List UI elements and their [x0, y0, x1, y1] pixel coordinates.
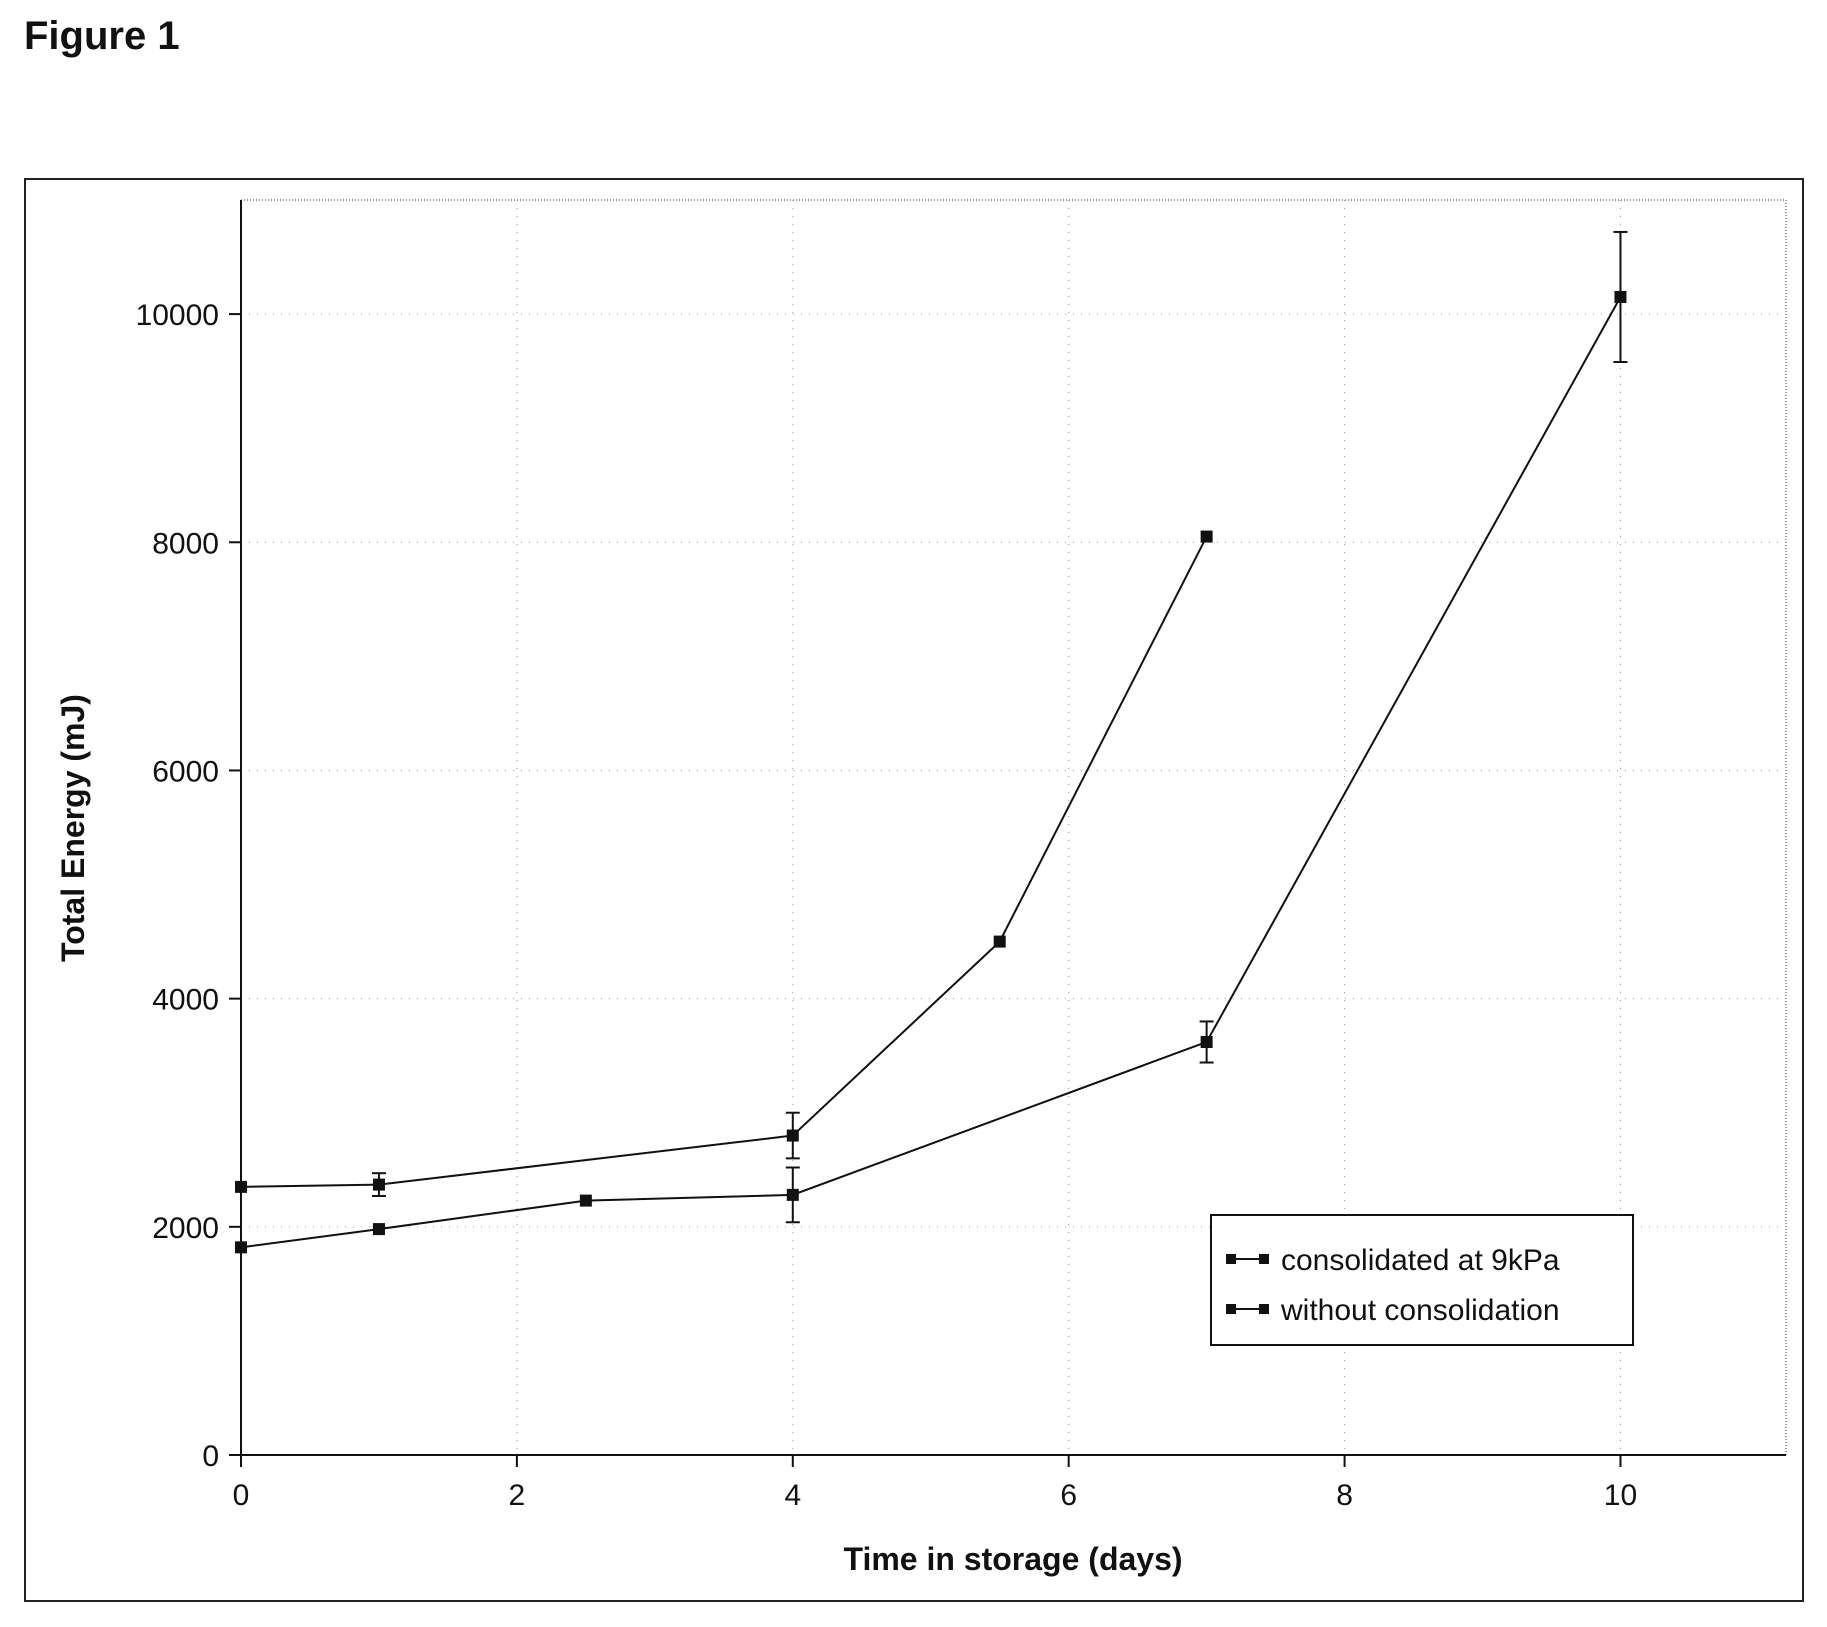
x-tick-label: 10 — [1604, 1479, 1637, 1512]
data-point — [372, 1223, 385, 1236]
x-tick-label: 4 — [784, 1479, 801, 1512]
series-layer — [235, 230, 1628, 1254]
plot-area: 0 2 4 6 8 10 0 2000 4000 6000 8000 10000 — [136, 199, 1787, 1512]
legend-marker-icon — [1259, 1304, 1269, 1314]
data-point — [579, 1194, 592, 1207]
y-tick-label: 6000 — [152, 755, 219, 788]
legend: consolidated at 9kPa without consolidati… — [1210, 1214, 1634, 1346]
legend-marker-icon — [1226, 1254, 1236, 1264]
legend-marker-icon — [1226, 1304, 1236, 1314]
data-point — [235, 1241, 247, 1254]
x-tick-label: 6 — [1060, 1479, 1077, 1512]
legend-marker-icon — [1259, 1254, 1269, 1264]
legend-label: consolidated at 9kPa — [1281, 1244, 1560, 1277]
x-axis-ticks: 0 2 4 6 8 10 — [233, 1455, 1637, 1512]
data-point — [1200, 1035, 1213, 1048]
series-2 — [235, 230, 1628, 1254]
legend-entry-without: without consolidation — [1226, 1294, 1560, 1327]
data-point — [1614, 290, 1627, 303]
data-point — [786, 1188, 799, 1201]
y-axis-label: Total Energy (mJ) — [55, 694, 91, 962]
legend-entry-consolidated: consolidated at 9kPa — [1226, 1244, 1560, 1277]
legend-box — [1210, 1214, 1634, 1346]
x-tick-label: 2 — [509, 1479, 526, 1512]
data-point — [993, 935, 1006, 948]
series-1 — [235, 530, 1213, 1198]
line-chart: 0 2 4 6 8 10 0 2000 4000 6000 8000 10000 Time in s… — [55, 199, 1787, 1577]
series-line — [240, 296, 1622, 1249]
y-tick-label: 10000 — [136, 299, 219, 332]
y-tick-label: 8000 — [152, 527, 219, 560]
series-line — [240, 536, 1208, 1188]
data-point — [235, 1180, 247, 1193]
data-point — [1200, 530, 1213, 543]
y-tick-label: 2000 — [152, 1212, 219, 1245]
plot-border — [240, 199, 1787, 1456]
chart-frame: 0 2 4 6 8 10 0 2000 4000 6000 8000 10000 Time in s… — [24, 178, 1804, 1602]
data-point — [786, 1129, 799, 1142]
y-tick-label: 0 — [202, 1440, 219, 1473]
data-point — [372, 1178, 385, 1191]
x-tick-label: 8 — [1336, 1479, 1353, 1512]
x-tick-label: 0 — [233, 1479, 250, 1512]
y-axis-ticks: 0 2000 4000 6000 8000 10000 — [136, 299, 241, 1473]
legend-label: without consolidation — [1280, 1294, 1560, 1327]
figure-label: Figure 1 — [24, 14, 180, 58]
x-axis-label: Time in storage (days) — [843, 1541, 1182, 1577]
y-tick-label: 4000 — [152, 984, 219, 1017]
